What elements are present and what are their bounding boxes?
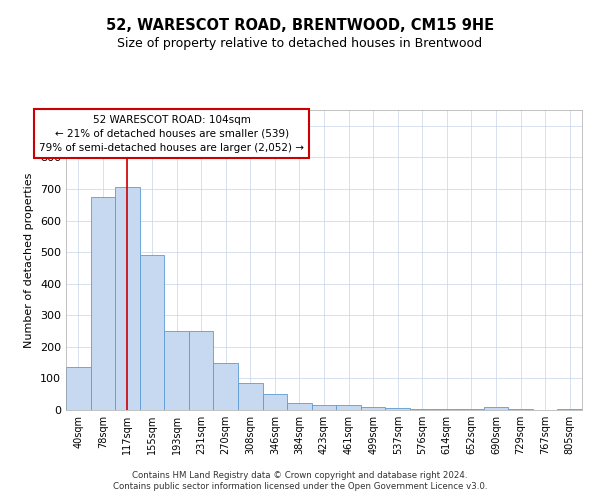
Y-axis label: Number of detached properties: Number of detached properties	[25, 172, 34, 348]
Bar	[140, 256, 164, 410]
Text: Contains public sector information licensed under the Open Government Licence v3: Contains public sector information licen…	[113, 482, 487, 491]
Bar	[238, 383, 263, 410]
Bar	[214, 362, 238, 410]
Bar	[361, 407, 385, 410]
Bar	[66, 368, 91, 410]
Bar	[385, 408, 410, 410]
Text: 52 WARESCOT ROAD: 104sqm
← 21% of detached houses are smaller (539)
79% of semi-: 52 WARESCOT ROAD: 104sqm ← 21% of detach…	[39, 114, 304, 152]
Text: Contains HM Land Registry data © Crown copyright and database right 2024.: Contains HM Land Registry data © Crown c…	[132, 470, 468, 480]
Bar	[484, 408, 508, 410]
Text: Size of property relative to detached houses in Brentwood: Size of property relative to detached ho…	[118, 38, 482, 51]
Bar	[434, 409, 459, 410]
Bar	[312, 405, 336, 410]
Bar	[263, 394, 287, 410]
Bar	[91, 197, 115, 410]
Text: 52, WARESCOT ROAD, BRENTWOOD, CM15 9HE: 52, WARESCOT ROAD, BRENTWOOD, CM15 9HE	[106, 18, 494, 32]
Bar	[164, 331, 189, 410]
Bar	[287, 403, 312, 410]
Bar	[115, 188, 140, 410]
Bar	[410, 408, 434, 410]
Bar	[189, 331, 214, 410]
Bar	[336, 404, 361, 410]
